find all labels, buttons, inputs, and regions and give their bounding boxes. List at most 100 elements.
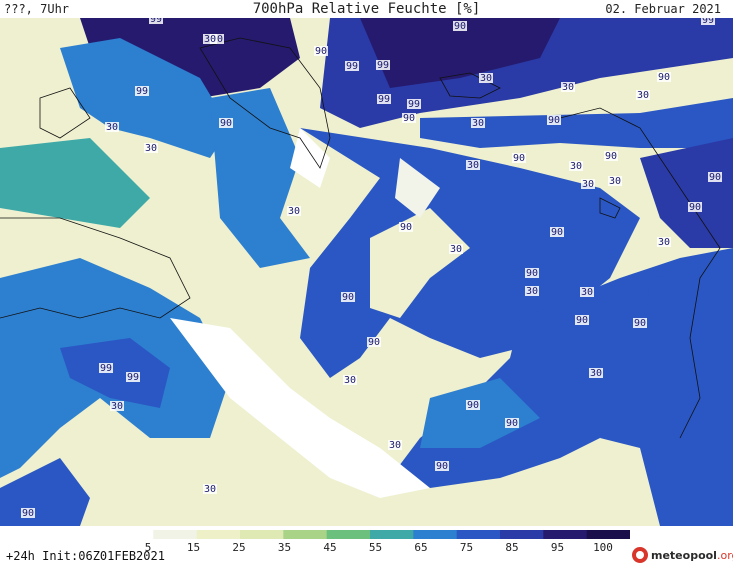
contour-label: 30 (111, 401, 123, 412)
contour-label: 90 (467, 400, 479, 411)
contour-label-bg (505, 418, 519, 428)
contour-label: 90 (454, 21, 466, 32)
contour-label: 90 (658, 72, 670, 83)
logo-text: meteopool.org (651, 548, 733, 562)
contour-label-bg (21, 508, 35, 518)
contour-label: 90 (709, 172, 721, 183)
contour-label: 90 (403, 113, 415, 124)
contour-label-bg (449, 244, 463, 254)
contour-label: 90 (634, 318, 646, 329)
contour-label-bg (149, 18, 163, 24)
contour-label: 30 (480, 73, 492, 84)
colorbar-tick-label: 85 (505, 541, 519, 554)
contour-label-bg (367, 337, 381, 347)
colorbar-swatch (283, 530, 328, 539)
contour-label-bg (604, 151, 618, 161)
contour-label-bg (479, 73, 493, 83)
contour-label: 90 (342, 292, 354, 303)
contour-label-bg (701, 18, 715, 25)
contour-label-bg (550, 227, 564, 237)
contour-label: 99 (408, 99, 420, 110)
contour-label-bg (575, 315, 589, 325)
contour-label: 30 (609, 176, 621, 187)
contour-label: 99 (127, 372, 139, 383)
contour-label-bg (388, 440, 402, 450)
contour-label: 30 (581, 287, 593, 298)
contour-label: 30 (590, 368, 602, 379)
contour-label: 90 (436, 461, 448, 472)
contour-label-bg (314, 46, 328, 56)
contour-label-bg (110, 401, 124, 411)
colorbar-tick-label: 35 (277, 541, 292, 554)
contour-label: 30 (472, 118, 484, 129)
contour-label-bg (512, 153, 526, 163)
contour-label: 30 (582, 179, 594, 190)
colorbar (110, 530, 630, 539)
contour-label-bg (203, 484, 217, 494)
contour-label: 90 (220, 118, 232, 129)
contour-label-bg (345, 61, 359, 71)
colorbar-swatch (196, 530, 241, 539)
contour-label-bg (608, 176, 622, 186)
contour-label: 30 (658, 237, 670, 248)
contour-label: 30 (344, 375, 356, 386)
contour-label: 99 (378, 94, 390, 105)
contour-label: 99 (377, 60, 389, 71)
contour-label: 90 (513, 153, 525, 164)
contour-label-bg (580, 287, 594, 297)
colorbar-swatch (153, 530, 198, 539)
colorbar-swatch (500, 530, 544, 539)
contour-label-bg (105, 122, 119, 132)
valid-time-label: ???, 7Uhr (4, 2, 70, 16)
contour-label-bg (435, 461, 449, 471)
coastlines (0, 37, 721, 439)
contour-label-bg (657, 72, 671, 82)
contour-label-bg (341, 292, 355, 302)
colorbar-swatch (326, 530, 371, 539)
contour-label-bg (144, 143, 158, 153)
contour-label: 90 (400, 222, 412, 233)
contour-label-bg (453, 21, 467, 31)
colorbar-swatch (240, 530, 284, 539)
contour-label: 90 (689, 202, 701, 213)
contour-label: 30 (389, 440, 401, 451)
colorbar-swatch (586, 530, 630, 539)
colorbar-swatch (543, 530, 588, 539)
contour-label-bg (399, 222, 413, 232)
contour-label-bg (126, 372, 140, 382)
contour-label: 90 (548, 115, 560, 126)
contour-label: 30 (288, 206, 300, 217)
colorbar-tick-label: 5 (144, 541, 152, 554)
contour-label-bg (657, 237, 671, 247)
meteopool-logo-icon (632, 547, 648, 563)
meteopool-logo[interactable]: meteopool.org (632, 545, 733, 565)
contour-label-bg (376, 60, 390, 70)
contour-label: 99 (346, 61, 358, 72)
contour-label: 99 (702, 18, 714, 26)
colorbar-tick-label: 15 (186, 541, 201, 554)
contour-label-bg (135, 86, 149, 96)
moisture-fields (0, 18, 733, 526)
colorbar-swatch (110, 530, 154, 539)
contour-label: 30 (526, 286, 538, 297)
contour-label-bg (581, 179, 595, 189)
colorbar-tick-label: 45 (323, 541, 337, 554)
init-time-label: +24h Init:06Z01FEB2021 (6, 549, 165, 563)
contour-label: 90 (315, 46, 327, 57)
colorbar-tick-label: 65 (414, 541, 428, 554)
contour-label-bg (636, 90, 650, 100)
contour-label-bg (547, 115, 561, 125)
contour-label-bg (343, 375, 357, 385)
contour-label: 90 (605, 151, 617, 162)
contour-label: 30 (570, 161, 582, 172)
contour-label-bg (688, 202, 702, 212)
colorbar-tick-label: 25 (232, 541, 246, 554)
colorbar-tick-label: 55 (368, 541, 383, 554)
contour-label-bg (589, 368, 603, 378)
contour-label: 30 (562, 82, 574, 93)
contour-label: 30 (204, 484, 216, 495)
colorbar-swatch (370, 530, 414, 539)
contour-label: 30 (467, 160, 479, 171)
contour-label: 90 (22, 508, 34, 519)
humidity-map: 99 90 30 99 99 90 99 99 30 90 30 90 30 99 30 90 30 90 30 99… (0, 18, 733, 526)
